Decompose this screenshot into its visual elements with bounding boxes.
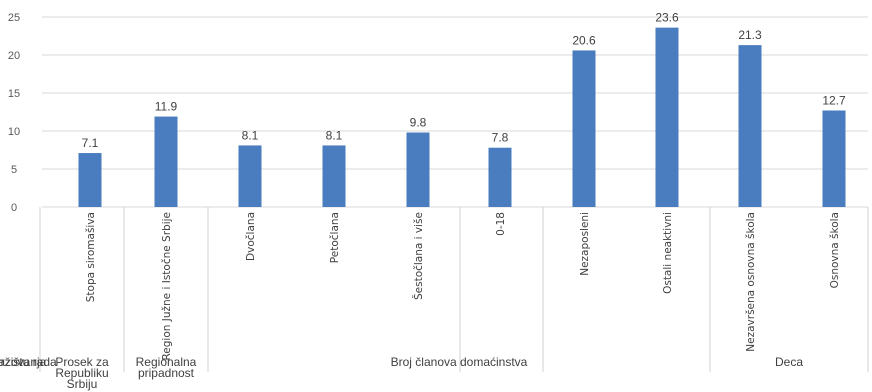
data-label: 11.9 xyxy=(155,100,178,114)
data-label: 8.1 xyxy=(326,128,343,142)
group-label: Deca xyxy=(775,355,803,369)
grid-layer xyxy=(39,16,869,372)
bars xyxy=(78,27,846,208)
data-label: 20.6 xyxy=(572,33,596,47)
bar xyxy=(78,153,102,207)
group-label: Regionalna pripadnost xyxy=(136,355,197,380)
bar xyxy=(655,27,679,207)
category-label: Petočlana xyxy=(329,212,341,263)
y-tick-label: 0 xyxy=(11,202,17,214)
category-label: Nezaposleni xyxy=(579,212,591,276)
bar xyxy=(322,145,346,207)
category-labels: Stopa siromašiva Region Južne i Istočne S… xyxy=(85,212,841,361)
data-label: 12.7 xyxy=(822,93,846,107)
data-label: 9.8 xyxy=(410,116,427,130)
y-tick-label: 10 xyxy=(8,126,20,138)
group-label: Prosek za Republiku Srbiju xyxy=(55,355,109,391)
group-label: Status na tržištu rada xyxy=(0,355,57,369)
y-tick-label: 25 xyxy=(8,12,20,24)
data-label: 21.3 xyxy=(738,28,762,42)
category-label: Stopa siromašiva xyxy=(85,212,97,302)
bar xyxy=(488,147,512,207)
group-label: Nivo obrazovanja xyxy=(0,355,47,369)
data-labels: 7.1 11.9 8.1 8.1 9.8 7.8 20.6 23.6 21.3 12.7 xyxy=(82,11,846,150)
category-label: 0-18 xyxy=(495,212,507,236)
category-label: Osnovna škola xyxy=(829,212,841,288)
data-label: 7.8 xyxy=(492,131,509,145)
bar xyxy=(154,116,178,207)
category-label: Šestočlana i više xyxy=(412,212,425,300)
data-label: 8.1 xyxy=(242,128,259,142)
bar xyxy=(238,145,262,207)
y-tick-label: 20 xyxy=(8,50,20,62)
bar xyxy=(738,45,762,208)
data-label: 23.6 xyxy=(655,11,679,25)
bar xyxy=(572,50,596,207)
group-labels: Prosek za Republiku Srbiju Regionalna pripad… xyxy=(0,355,803,391)
y-tick-label: 5 xyxy=(11,164,17,176)
category-label: Dvočlana xyxy=(245,212,257,261)
category-label: Nezavršena osnovna škola xyxy=(745,212,757,352)
y-axis: 0 5 10 15 20 25 xyxy=(8,12,20,214)
group-label: Broj članova domaćinstva xyxy=(391,355,528,369)
category-label: Ostali neaktivni xyxy=(662,212,674,294)
category-label: Region Južne i Istočne Srbije xyxy=(161,212,173,361)
bar xyxy=(406,132,430,207)
y-tick-label: 15 xyxy=(8,88,20,100)
data-label: 7.1 xyxy=(82,136,99,150)
bar xyxy=(822,110,846,207)
